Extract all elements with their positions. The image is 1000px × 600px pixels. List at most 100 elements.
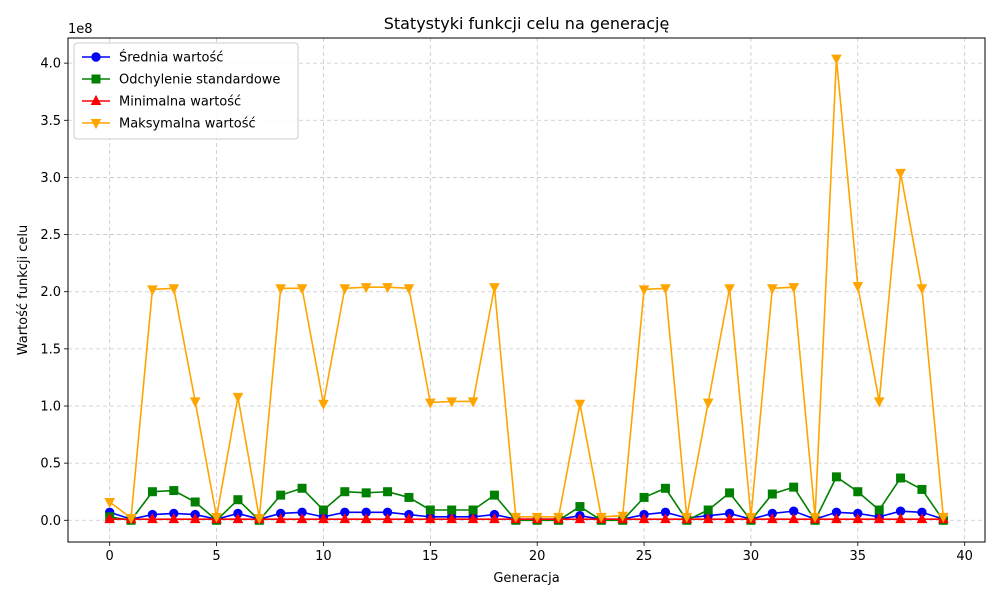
data-point (169, 486, 179, 496)
data-point (852, 282, 864, 293)
data-point (446, 397, 458, 408)
legend: Średnia wartość Odchylenie standardowe Min… (73, 42, 299, 140)
data-point (745, 512, 757, 523)
x-tick-label: 15 (422, 549, 439, 564)
data-point (296, 513, 308, 524)
data-point (403, 513, 415, 524)
data-point (638, 285, 650, 296)
legend-item: Średnia wartość (82, 50, 223, 66)
x-tick-label: 20 (529, 549, 546, 564)
data-point (574, 399, 586, 410)
data-point (937, 512, 949, 523)
data-point (147, 513, 158, 524)
grid (68, 38, 985, 542)
data-point (104, 498, 116, 509)
data-point (424, 398, 436, 409)
data-point (297, 483, 307, 493)
data-point (766, 513, 778, 524)
legend-label: Minimalna wartość (119, 95, 241, 110)
data-point (339, 284, 351, 295)
data-point (831, 472, 841, 482)
chart-title: Statystyki funkcji celu na generację (384, 14, 670, 33)
data-point (232, 392, 244, 403)
data-point (595, 512, 607, 523)
data-point (275, 513, 287, 524)
legend-marker (91, 52, 101, 62)
data-point (873, 513, 885, 524)
data-point (489, 490, 499, 500)
data-point (489, 283, 500, 294)
data-point (703, 505, 713, 515)
data-point (895, 168, 906, 179)
data-point (147, 285, 158, 296)
data-point (168, 284, 180, 295)
legend-label: Średnia wartość (119, 50, 223, 66)
data-point (232, 513, 244, 524)
x-axis-label: Generacja (493, 571, 559, 586)
data-point (874, 505, 884, 515)
data-point (724, 513, 735, 524)
data-point (190, 497, 200, 507)
x-tick-label: 0 (106, 549, 114, 564)
legend-item: Odchylenie standardowe (82, 73, 280, 88)
y-tick-label: 2.5 (40, 228, 61, 243)
data-point (382, 283, 393, 294)
data-point (467, 397, 479, 408)
y-tick-label: 4.0 (40, 57, 61, 72)
data-point (831, 54, 842, 65)
data-point (447, 505, 457, 515)
x-tick-label: 40 (956, 549, 973, 564)
data-point (660, 483, 670, 493)
y-tick-label: 3.5 (40, 114, 61, 129)
data-point (681, 512, 693, 523)
legend-item: Maksymalna wartość (82, 117, 256, 132)
legend-label: Odchylenie standardowe (119, 73, 280, 88)
data-point (916, 513, 928, 524)
data-point (809, 512, 821, 523)
y-axis-multiplier: 1e8 (68, 22, 93, 37)
data-point (789, 482, 799, 492)
x-tick-label: 5 (212, 549, 220, 564)
data-point (318, 513, 329, 524)
data-point (767, 489, 777, 499)
legend-marker (90, 119, 102, 130)
data-point (276, 490, 286, 500)
y-tick-label: 3.0 (40, 171, 61, 186)
data-point (318, 505, 328, 515)
x-tick-label: 30 (743, 549, 760, 564)
data-point (104, 513, 116, 524)
y-tick-label: 1.5 (40, 342, 61, 357)
data-point (660, 284, 671, 295)
data-point (917, 484, 927, 494)
data-point (725, 488, 735, 498)
data-point (275, 284, 287, 295)
data-point (831, 513, 842, 524)
x-tick-label: 25 (636, 549, 653, 564)
data-point (489, 513, 500, 524)
series-line (109, 58, 945, 520)
data-point (296, 284, 308, 295)
data-point (189, 397, 201, 408)
x-tick-label: 35 (850, 549, 867, 564)
data-point (531, 512, 543, 523)
data-point (724, 284, 735, 295)
data-point (852, 513, 864, 524)
data-point (896, 473, 906, 483)
data-point (147, 487, 157, 497)
legend-marker (91, 74, 101, 84)
data-point (895, 513, 906, 524)
data-point (916, 284, 928, 295)
data-point (553, 512, 564, 523)
data-point (125, 514, 137, 525)
series-layer (104, 54, 949, 525)
data-point (211, 512, 222, 523)
data-point (360, 283, 372, 294)
data-point (660, 513, 671, 524)
data-point (424, 513, 436, 524)
y-tick-label: 2.0 (40, 285, 61, 300)
series-line (109, 475, 944, 522)
data-point (361, 488, 371, 498)
y-axis-label: Wartość funkcji celu (16, 225, 31, 356)
axis-ticks: 0 5 10 15 20 25 30 35 40 0.0 0.5 1.0 1.5 2.0 2.5 3.0 3.5… (40, 57, 973, 564)
y-tick-label: 0.0 (40, 514, 61, 529)
